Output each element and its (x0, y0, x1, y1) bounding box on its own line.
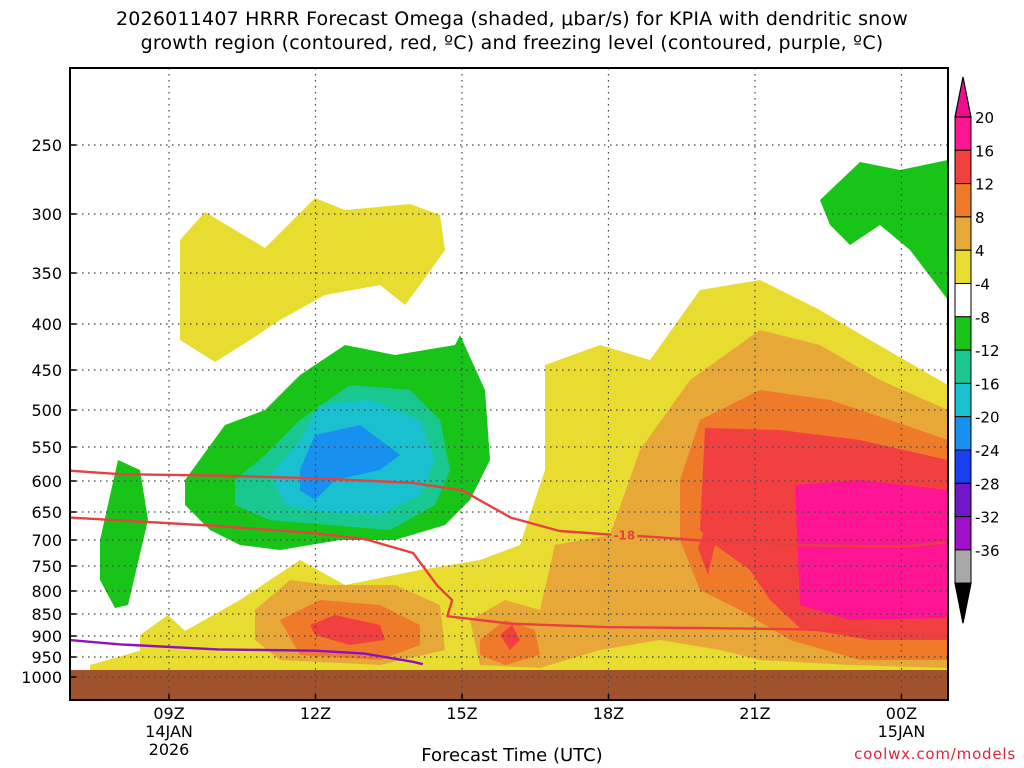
y-tick-label: 900 (31, 627, 62, 646)
y-tick-label: 450 (31, 361, 62, 380)
omega-fill-16-20-b (500, 625, 520, 650)
colorbar-label: -24 (975, 442, 1000, 460)
contour-line (70, 469, 946, 548)
ground-band (70, 670, 948, 700)
colorbar-segment (954, 516, 972, 551)
colorbar-segment (954, 216, 972, 251)
colorbar-bottom-triangle (954, 582, 972, 624)
y-tick-label: 950 (31, 648, 62, 667)
omega-fill-4-8-small (140, 615, 195, 660)
colorbar-segment (954, 116, 972, 151)
colorbar-label: 20 (975, 109, 994, 127)
x-tick-label: 12Z (300, 704, 331, 723)
y-tick-label: 700 (31, 531, 62, 550)
y-tick-label: 400 (31, 315, 62, 334)
y-tick-label: 850 (31, 605, 62, 624)
colorbar-label: 8 (975, 209, 985, 227)
contour-label: -18 (614, 529, 636, 543)
grid-lines (70, 68, 948, 700)
plot-border (69, 67, 949, 701)
colorbar-segment (954, 249, 972, 284)
colorbar-top-triangle (954, 76, 972, 118)
colorbar-segment (954, 349, 972, 384)
chart-title-line-2: growth region (contoured, red, ºC) and f… (140, 32, 884, 54)
colorbar-segment (954, 283, 972, 318)
y-axis: 250 300 350 400 450 500 550 600 650 700 750 800 850 9… (21, 136, 76, 687)
colorbar-segment (954, 449, 972, 484)
colorbar-segment (954, 416, 972, 451)
omega-fill-neg16-neg20 (300, 425, 400, 500)
colorbar-label: -8 (975, 309, 990, 327)
y-tick-label: 300 (31, 205, 62, 224)
omega-fill-neg4-neg8-c (820, 160, 948, 300)
y-tick-label: 650 (31, 503, 62, 522)
colorbar-label: -12 (975, 342, 1000, 360)
omega-fill-20plus (795, 480, 948, 620)
y-tick-label: 1000 (21, 668, 62, 687)
colorbar-label: -16 (975, 375, 1000, 393)
y-tick-label: 500 (31, 401, 62, 420)
colorbar-label: -20 (975, 409, 1000, 427)
colorbar-label: 12 (975, 176, 994, 194)
colorbar-segment (954, 549, 972, 584)
contour-line (70, 516, 946, 638)
y-tick-label: 800 (31, 582, 62, 601)
colorbar-segment (954, 482, 972, 518)
omega-shading (90, 160, 948, 678)
colorbar-label: -32 (975, 509, 1000, 527)
x-tick-year: 2026 (149, 740, 190, 759)
colorbar-segment (954, 316, 972, 351)
colorbar-segment (954, 382, 972, 418)
x-tick-label: 18Z (593, 704, 624, 723)
credit-link[interactable]: coolwx.com/models (854, 745, 1016, 763)
y-tick-label: 250 (31, 136, 62, 155)
x-tick-label: 15Z (446, 704, 477, 723)
x-axis-title: Forecast Time (UTC) (421, 745, 603, 766)
y-tick-label: 550 (31, 438, 62, 457)
x-tick-label: 09Z (153, 704, 184, 723)
x-tick-label: 21Z (739, 704, 770, 723)
x-tick-label: 00Z (886, 704, 917, 723)
y-tick-label: 600 (31, 472, 62, 491)
colorbar-label: -36 (975, 542, 1000, 560)
colorbar-label: 4 (975, 242, 985, 260)
colorbar: 20 16 12 8 4 -4 -8 -12 -16 -20 -24 -28 -32 -36 (954, 76, 1000, 624)
x-tick-date: 15JAN (878, 722, 926, 741)
chart-title-line-1: 2026011407 HRRR Forecast Omega (shaded, … (116, 8, 908, 30)
omega-fill-16-20-d (698, 520, 716, 575)
colorbar-label: 16 (975, 142, 994, 160)
omega-fill-neg4-neg8-b (100, 460, 148, 608)
y-tick-label: 750 (31, 557, 62, 576)
omega-fill-4-8-upper (180, 198, 445, 362)
y-tick-label: 350 (31, 264, 62, 283)
x-tick-date: 14JAN (145, 722, 193, 741)
colorbar-label: -28 (975, 475, 1000, 493)
colorbar-segment (954, 183, 972, 218)
omega-fill-16-20 (310, 615, 385, 645)
contour-line (70, 638, 424, 666)
contour-label-bg (611, 527, 638, 542)
contour-lines: -18 (70, 469, 946, 666)
colorbar-label: -4 (975, 276, 990, 294)
colorbar-segment (954, 149, 972, 185)
